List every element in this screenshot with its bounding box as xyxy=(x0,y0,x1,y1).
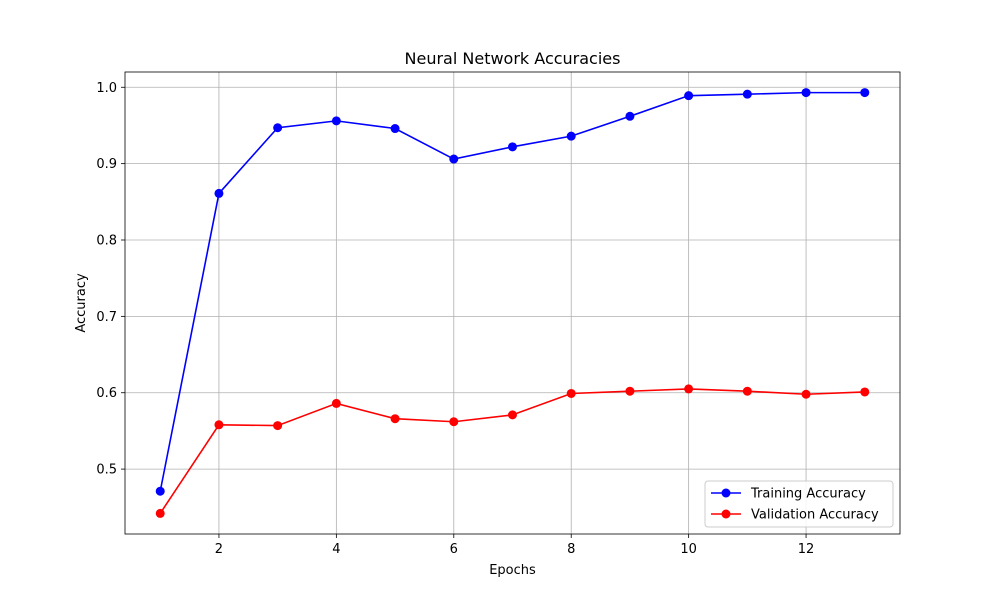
data-point xyxy=(390,414,400,424)
data-point xyxy=(742,89,752,99)
grid xyxy=(125,72,900,534)
data-point xyxy=(331,116,341,126)
data-point xyxy=(273,123,283,133)
legend: Training Accuracy Validation Accuracy xyxy=(704,480,894,528)
data-point xyxy=(625,111,635,121)
data-point xyxy=(331,398,341,408)
legend-label: Validation Accuracy xyxy=(751,508,879,523)
x-tick-label: 12 xyxy=(798,542,815,557)
data-point xyxy=(390,124,400,134)
data-point xyxy=(801,88,811,98)
x-tick-label: 4 xyxy=(332,542,340,557)
data-point xyxy=(508,410,517,420)
data-point xyxy=(508,142,517,152)
y-tick-label: 1.0 xyxy=(96,81,117,96)
x-tick-label: 10 xyxy=(680,542,697,557)
data-point xyxy=(742,386,752,396)
data-point xyxy=(860,387,870,397)
data-point xyxy=(801,389,811,399)
data-point xyxy=(214,420,224,430)
data-point xyxy=(155,508,165,518)
axes: 2 4 6 8 10 12 0.5 0.6 0.7 0.8 0.9 1.0 xyxy=(96,71,901,557)
x-tick-label: 8 xyxy=(567,542,575,557)
legend-entry: Validation Accuracy xyxy=(711,508,879,523)
y-tick-label: 0.8 xyxy=(96,234,117,249)
y-tick-label: 0.9 xyxy=(96,157,117,172)
y-tick-label: 0.6 xyxy=(96,386,117,401)
data-point xyxy=(273,421,283,431)
data-point xyxy=(684,384,694,394)
y-tick-label: 0.5 xyxy=(96,463,117,478)
data-point xyxy=(625,386,635,396)
legend-box xyxy=(704,480,894,528)
series-area xyxy=(155,88,870,518)
series-validation-accuracy xyxy=(155,384,870,518)
data-point xyxy=(214,188,224,198)
chart-title: Neural Network Accuracies xyxy=(405,49,621,68)
data-point xyxy=(155,486,165,496)
series-training-accuracy xyxy=(155,88,870,496)
series-line xyxy=(159,91,865,492)
x-axis-label: Epochs xyxy=(489,563,536,578)
data-point xyxy=(860,88,870,98)
legend-entry: Training Accuracy xyxy=(711,487,866,502)
data-point xyxy=(449,154,459,164)
y-tick-label: 0.7 xyxy=(96,310,117,325)
data-point xyxy=(566,131,576,141)
y-axis-label: Accuracy xyxy=(74,273,89,333)
plot-frame xyxy=(124,71,901,535)
legend-label: Training Accuracy xyxy=(750,487,866,502)
legend-marker xyxy=(721,509,731,519)
x-tick-label: 6 xyxy=(450,542,458,557)
x-tick-label: 2 xyxy=(215,542,223,557)
data-point xyxy=(566,388,576,398)
data-point xyxy=(684,91,694,101)
legend-marker xyxy=(721,488,731,498)
data-point xyxy=(449,417,459,427)
